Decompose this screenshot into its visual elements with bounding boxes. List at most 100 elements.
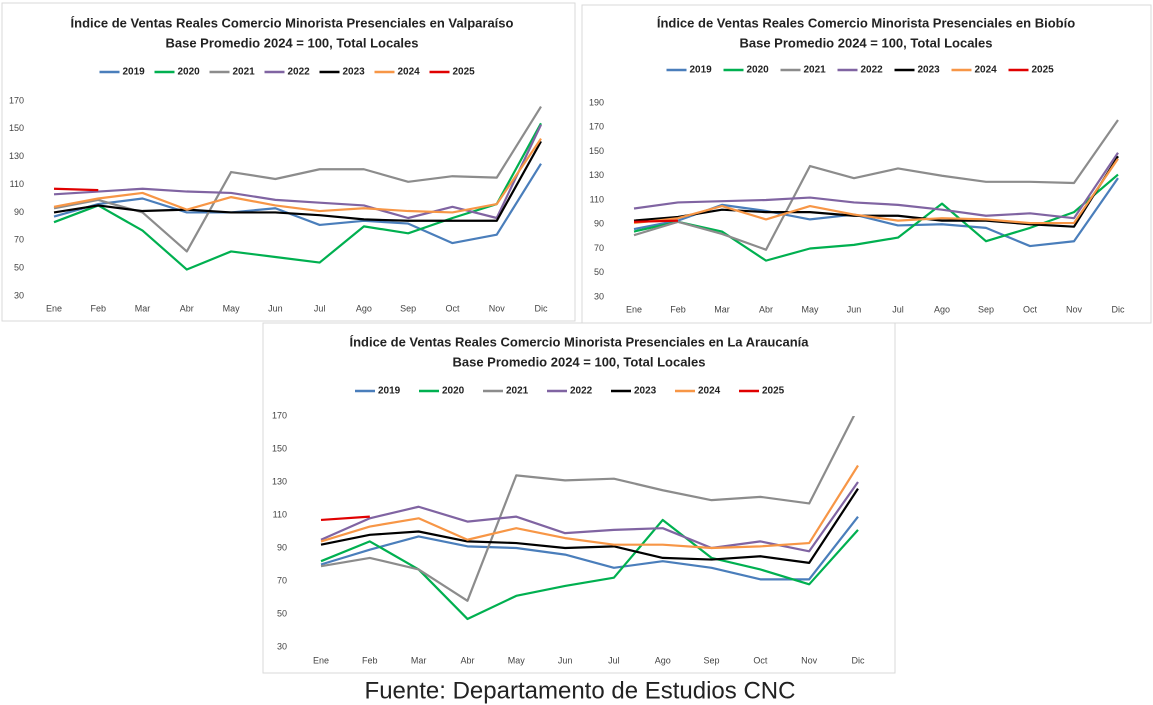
y-tick-label: 50 [277,608,287,618]
x-tick-label: May [801,304,819,314]
x-tick-label: Ago [356,303,372,313]
y-tick-label: 170 [272,410,287,420]
series-line [633,158,1119,225]
chart-title: Índice de Ventas Reales Comercio Minoris… [657,15,1075,30]
y-tick-label: 130 [589,170,604,180]
y-tick-label: 170 [589,122,604,132]
y-tick-label: 150 [9,123,24,133]
y-tick-label: 190 [589,97,604,107]
legend-label: 2025 [453,67,476,78]
legend-label: 2021 [233,67,256,78]
x-tick-label: Ene [313,655,329,665]
x-tick-label: Jul [314,303,326,313]
legend-label: 2021 [804,65,827,76]
y-tick-label: 70 [594,243,604,253]
y-tick-label: 90 [594,219,604,229]
y-tick-label: 110 [10,179,24,189]
x-tick-label: May [223,303,241,313]
chart-title: Índice de Ventas Reales Comercio Minoris… [71,15,514,30]
series-line [320,515,859,581]
legend-label: 2020 [747,65,770,76]
chart-subtitle: Base Promedio 2024 = 100, Total Locales [739,35,992,50]
x-tick-label: Abr [759,304,773,314]
chart: Índice de Ventas Reales Comercio Minoris… [1,2,576,322]
x-tick-label: Mar [135,303,151,313]
x-tick-label: Abr [460,655,474,665]
legend-label: 2025 [762,386,785,397]
legend-label: 2023 [343,67,366,78]
series-line [320,464,859,550]
y-tick-label: 50 [14,263,24,273]
chart-frame [1,2,576,322]
x-tick-label: Dic [535,303,548,313]
x-tick-label: Sep [978,304,994,314]
x-tick-label: Sep [400,303,416,313]
x-tick-label: Abr [180,303,194,313]
x-tick-label: Feb [91,303,107,313]
series-line [320,416,856,602]
legend-label: 2019 [690,65,713,76]
y-tick-label: 90 [277,542,287,552]
series-lines [633,119,1119,262]
x-tick-label: Ago [934,304,950,314]
legend-label: 2019 [378,386,401,397]
legend-label: 2024 [975,65,998,76]
source: Fuente: Departamento de Estudios CNC [365,677,796,704]
y-tick-label: 30 [277,641,287,651]
legend-label: 2019 [123,67,146,78]
chart-subtitle: Base Promedio 2024 = 100, Total Locales [452,354,705,369]
x-tick-label: Nov [489,303,506,313]
y-tick-label: 50 [594,267,604,277]
x-tick-label: Dic [852,655,865,665]
legend-label: 2020 [442,386,465,397]
x-tick-label: Feb [670,304,686,314]
chart: Índice de Ventas Reales Comercio Minoris… [262,322,896,674]
y-tick-label: 110 [590,194,604,204]
x-tick-label: Oct [753,655,768,665]
y-tick-label: 170 [9,95,24,105]
legend-label: 2023 [918,65,941,76]
series-line [53,137,542,214]
legend-label: 2024 [398,67,421,78]
y-tick-label: 90 [14,207,24,217]
series-line [53,140,542,222]
x-tick-label: Jun [268,303,283,313]
series-lines [53,105,542,271]
x-tick-label: Dic [1112,304,1125,314]
legend-label: 2021 [506,386,529,397]
y-tick-label: 150 [589,146,604,156]
x-tick-label: May [508,655,526,665]
y-tick-label: 30 [14,290,24,300]
x-tick-label: Ago [655,655,671,665]
series-line [53,122,542,271]
legend-label: 2020 [178,67,201,78]
legend-label: 2022 [570,386,593,397]
x-tick-label: Ene [46,303,62,313]
series-line [633,219,679,223]
legend-label: 2023 [634,386,657,397]
series-lines [320,416,859,621]
series-line [53,163,542,245]
y-tick-label: 70 [14,235,24,245]
chart-title: Índice de Ventas Reales Comercio Minoris… [349,334,809,349]
x-tick-label: Sep [704,655,720,665]
chart-subtitle: Base Promedio 2024 = 100, Total Locales [165,35,418,50]
series-line [53,124,542,220]
series-line [633,152,1119,220]
series-line [320,518,859,621]
x-tick-label: Oct [445,303,460,313]
y-tick-label: 150 [272,443,287,453]
x-tick-label: Jun [558,655,573,665]
series-line [320,487,859,564]
legend-label: 2024 [698,386,721,397]
series-line [633,119,1119,251]
y-tick-label: 110 [273,509,287,519]
series-line [320,481,859,553]
x-tick-label: Feb [362,655,378,665]
series-line [320,515,370,522]
x-tick-label: Jun [847,304,862,314]
chart: Índice de Ventas Reales Comercio Minoris… [581,4,1152,324]
x-tick-label: Jul [892,304,904,314]
